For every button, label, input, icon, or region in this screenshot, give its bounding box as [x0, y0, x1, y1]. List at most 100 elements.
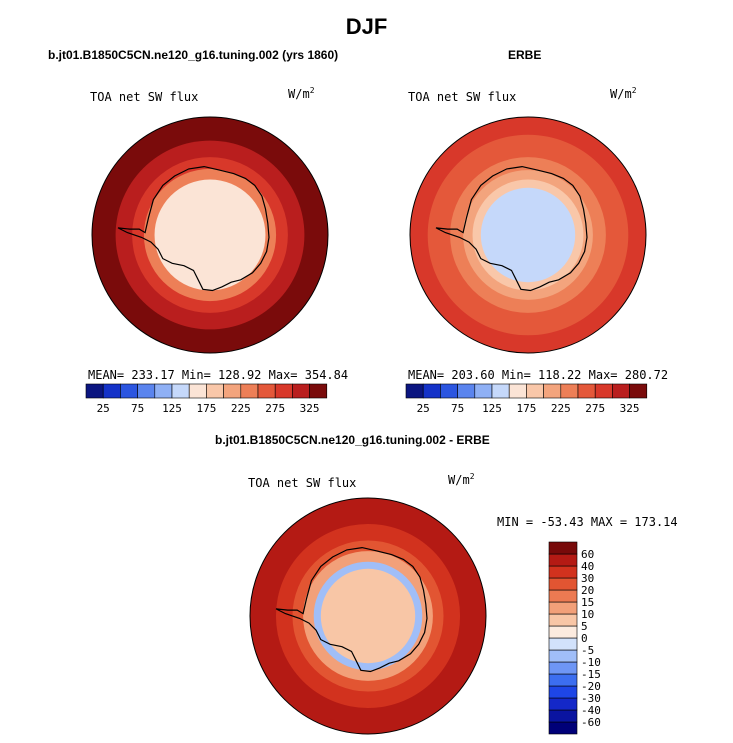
panel-2-title: ERBE — [508, 48, 542, 62]
colorbar-tick-label: 125 — [482, 402, 502, 415]
diff-panel-units: W/m2 — [448, 472, 475, 487]
colorbar-swatch-4 — [548, 673, 578, 687]
colorbar-tick-label: 125 — [162, 402, 182, 415]
colorbar-swatch-12 — [612, 383, 630, 399]
colorbar-tick-label: -30 — [581, 692, 601, 705]
colorbar-tick-label: 275 — [265, 402, 285, 415]
map-field — [410, 117, 646, 353]
colorbar-tick-label: 325 — [300, 402, 320, 415]
colorbar-swatch-5 — [491, 383, 510, 399]
panel-1-title: b.jt01.B1850C5CN.ne120_g16.tuning.002 (y… — [48, 48, 339, 62]
panel-1-variable-label: TOA net SW flux — [90, 90, 199, 104]
colorbar-swatch-10 — [548, 601, 578, 615]
colorbar-swatch-9 — [240, 383, 259, 399]
colorbar-swatch-0 — [85, 383, 104, 399]
colorbar-swatch-8 — [543, 383, 562, 399]
colorbar-swatch-2 — [548, 697, 578, 711]
panel-2-variable-label: TOA net SW flux — [408, 90, 517, 104]
colorbar-swatch-6 — [188, 383, 207, 399]
colorbar-tick-label: 5 — [581, 620, 588, 633]
antarctica-coastline — [275, 546, 428, 673]
colorbar-swatch-13 — [309, 383, 328, 399]
page-title: DJF — [345, 14, 388, 39]
colorbar-swatch-14 — [548, 553, 578, 567]
colorbar-swatch-11 — [548, 589, 578, 603]
colorbar-swatch-6 — [548, 649, 578, 663]
colorbar-swatch-3 — [137, 383, 156, 399]
colorbar-swatch-1 — [422, 383, 441, 399]
colorbar-tick-label: 275 — [585, 402, 605, 415]
colorbar-swatch-7 — [526, 383, 544, 399]
colorbar-swatch-13 — [548, 565, 578, 579]
colorbar-swatch-9 — [548, 613, 578, 627]
colorbar-swatch-11 — [594, 383, 613, 399]
panel-2-polar-map — [409, 116, 647, 354]
colorbar-swatch-5 — [548, 661, 578, 675]
colorbar-tick-label: -20 — [581, 680, 601, 693]
colorbar-swatch-10 — [257, 383, 276, 399]
map-border — [409, 116, 647, 354]
map-field — [250, 498, 486, 734]
diff-panel-stats: MIN = -53.43 MAX = 173.14 — [497, 515, 678, 529]
colorbar-tick-label: -40 — [581, 704, 601, 717]
field-band-5 — [320, 568, 416, 664]
colorbar-swatch-1 — [548, 709, 578, 723]
colorbar-swatch-15 — [548, 541, 578, 555]
colorbar-tick-label: 40 — [581, 560, 594, 573]
diff-panel-polar-map — [249, 497, 487, 735]
colorbar-swatch-1 — [102, 383, 121, 399]
colorbar-swatch-11 — [274, 383, 293, 399]
colorbar-swatch-6 — [508, 383, 527, 399]
field-band-5 — [480, 187, 576, 283]
map-border — [91, 116, 329, 354]
colorbar-swatch-13 — [629, 383, 648, 399]
colorbar-tick-label: 225 — [231, 402, 251, 415]
colorbar-tick-label: 25 — [97, 402, 110, 415]
colorbar-tick-label: 15 — [581, 596, 594, 609]
colorbar-swatch-10 — [577, 383, 596, 399]
colorbar-swatch-0 — [548, 721, 578, 735]
colorbar-tick-label: -5 — [581, 644, 594, 657]
colorbar-swatch-9 — [560, 383, 579, 399]
diff-panel-title: b.jt01.B1850C5CN.ne120_g16.tuning.002 - … — [215, 433, 490, 447]
colorbar-swatch-3 — [457, 383, 476, 399]
colorbar-swatch-8 — [223, 383, 242, 399]
colorbar-swatch-3 — [548, 685, 578, 699]
colorbar-swatch-7 — [206, 383, 224, 399]
panel-2-colorbar: 2575125175225275325375 — [405, 383, 648, 415]
panel-2-units: W/m2 — [610, 86, 637, 101]
colorbar-swatch-4 — [474, 383, 493, 399]
colorbar-swatch-8 — [548, 625, 578, 639]
colorbar-tick-label: 175 — [196, 402, 216, 415]
colorbar-swatch-12 — [292, 383, 310, 399]
field-band-5 — [162, 187, 258, 283]
colorbar-tick-label: 75 — [451, 402, 464, 415]
colorbar-tick-label: 225 — [551, 402, 571, 415]
colorbar-swatch-4 — [154, 383, 173, 399]
panel-1-units: W/m2 — [288, 86, 315, 101]
panel-1-stats: MEAN= 233.17 Min= 128.92 Max= 354.84 — [88, 368, 349, 382]
colorbar-swatch-7 — [548, 637, 578, 651]
colorbar-tick-label: 30 — [581, 572, 594, 585]
colorbar-swatch-5 — [171, 383, 190, 399]
diff-panel-variable-label: TOA net SW flux — [248, 476, 357, 490]
colorbar-swatch-2 — [440, 383, 458, 399]
colorbar-swatch-2 — [120, 383, 138, 399]
colorbar-swatch-12 — [548, 577, 578, 591]
colorbar-tick-label: 25 — [417, 402, 430, 415]
colorbar-tick-label: 175 — [516, 402, 536, 415]
map-border — [249, 497, 487, 735]
colorbar-tick-label: 0 — [581, 632, 588, 645]
colorbar-swatch-0 — [405, 383, 424, 399]
colorbar-tick-label: 20 — [581, 584, 594, 597]
colorbar-tick-label: -15 — [581, 668, 601, 681]
panel-2-stats: MEAN= 203.60 Min= 118.22 Max= 280.72 — [408, 368, 669, 382]
antarctica-coastline — [117, 165, 270, 292]
colorbar-tick-label: -60 — [581, 716, 601, 729]
panel-1-polar-map — [91, 116, 329, 354]
map-field — [92, 117, 328, 353]
colorbar-tick-label: 10 — [581, 608, 594, 621]
colorbar-tick-label: 60 — [581, 548, 594, 561]
panel-1-colorbar: 2575125175225275325375 — [85, 383, 328, 415]
